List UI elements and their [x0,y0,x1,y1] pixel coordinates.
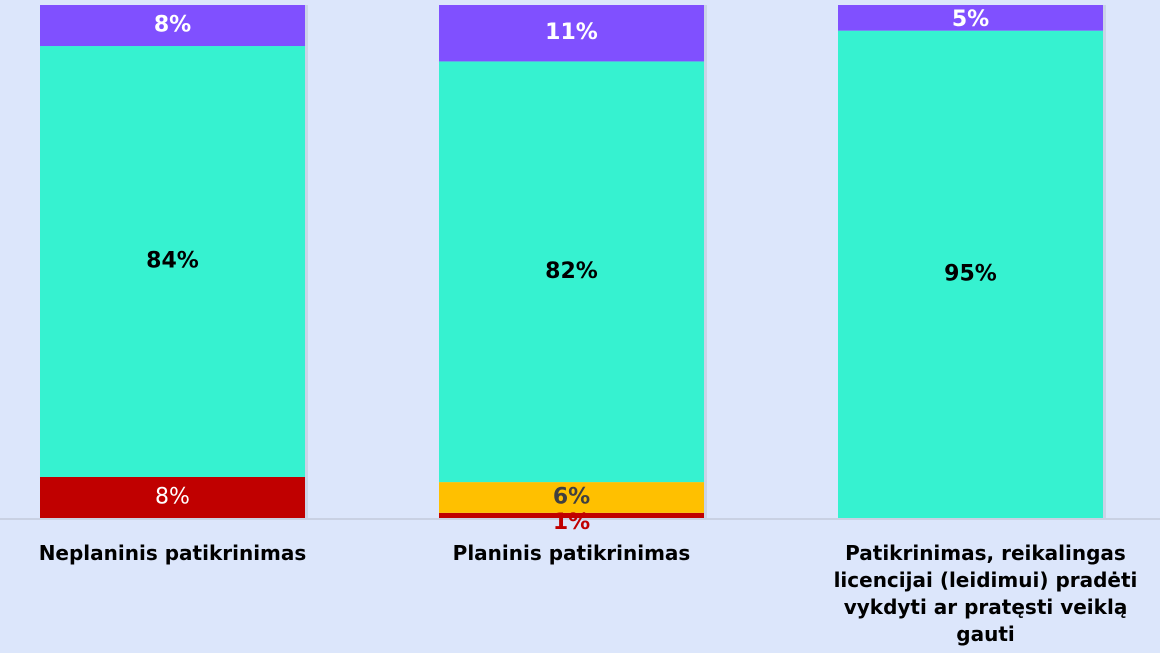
bar-segment-1-3 [439,5,704,62]
bar-segment-0-2 [40,46,305,477]
bar-segment-shadow-0-3 [305,5,308,47]
category-label-2-2: vykdyti ar pratęsti veiklą [844,595,1128,619]
bar-segment-0-3 [40,5,305,47]
bar-segment-1-0 [439,512,704,518]
data-label-0-2: 84% [146,249,199,274]
data-label-1-1: 6% [553,484,590,509]
category-label-0-0: Neplaninis patikrinimas [39,541,307,565]
data-label-2-3: 5% [952,7,989,32]
bar-segment-0-0 [40,476,305,518]
bar-segment-shadow-0-0 [305,476,308,518]
category-label-2-3: gauti [956,622,1014,646]
bar-segment-2-2 [838,30,1103,519]
bar-segment-shadow-1-3 [704,5,707,62]
bar-segment-shadow-1-0 [704,512,707,518]
bar-segment-shadow-0-2 [305,46,308,477]
bar-segment-shadow-2-3 [1103,5,1106,31]
data-label-0-3: 8% [154,13,191,38]
bar-segment-1-1 [439,482,704,513]
data-label-1-3: 11% [545,20,598,45]
bar-segment-shadow-2-2 [1103,30,1106,519]
data-label-2-2: 95% [944,261,997,286]
bar-segment-shadow-1-2 [704,61,707,483]
data-label-0-0: 8% [155,484,190,509]
category-label-2-0: Patikrinimas, reikalingas [845,541,1126,565]
bar-segment-shadow-1-1 [704,482,707,513]
category-label-2-1: licencijai (leidimui) pradėti [834,568,1138,592]
bar-segment-2-3 [838,5,1103,31]
bar-segment-1-2 [439,61,704,483]
category-label-1-0: Planinis patikrinimas [453,541,691,565]
data-label-1-2: 82% [545,259,598,284]
data-label-1-0: 1% [553,510,590,535]
